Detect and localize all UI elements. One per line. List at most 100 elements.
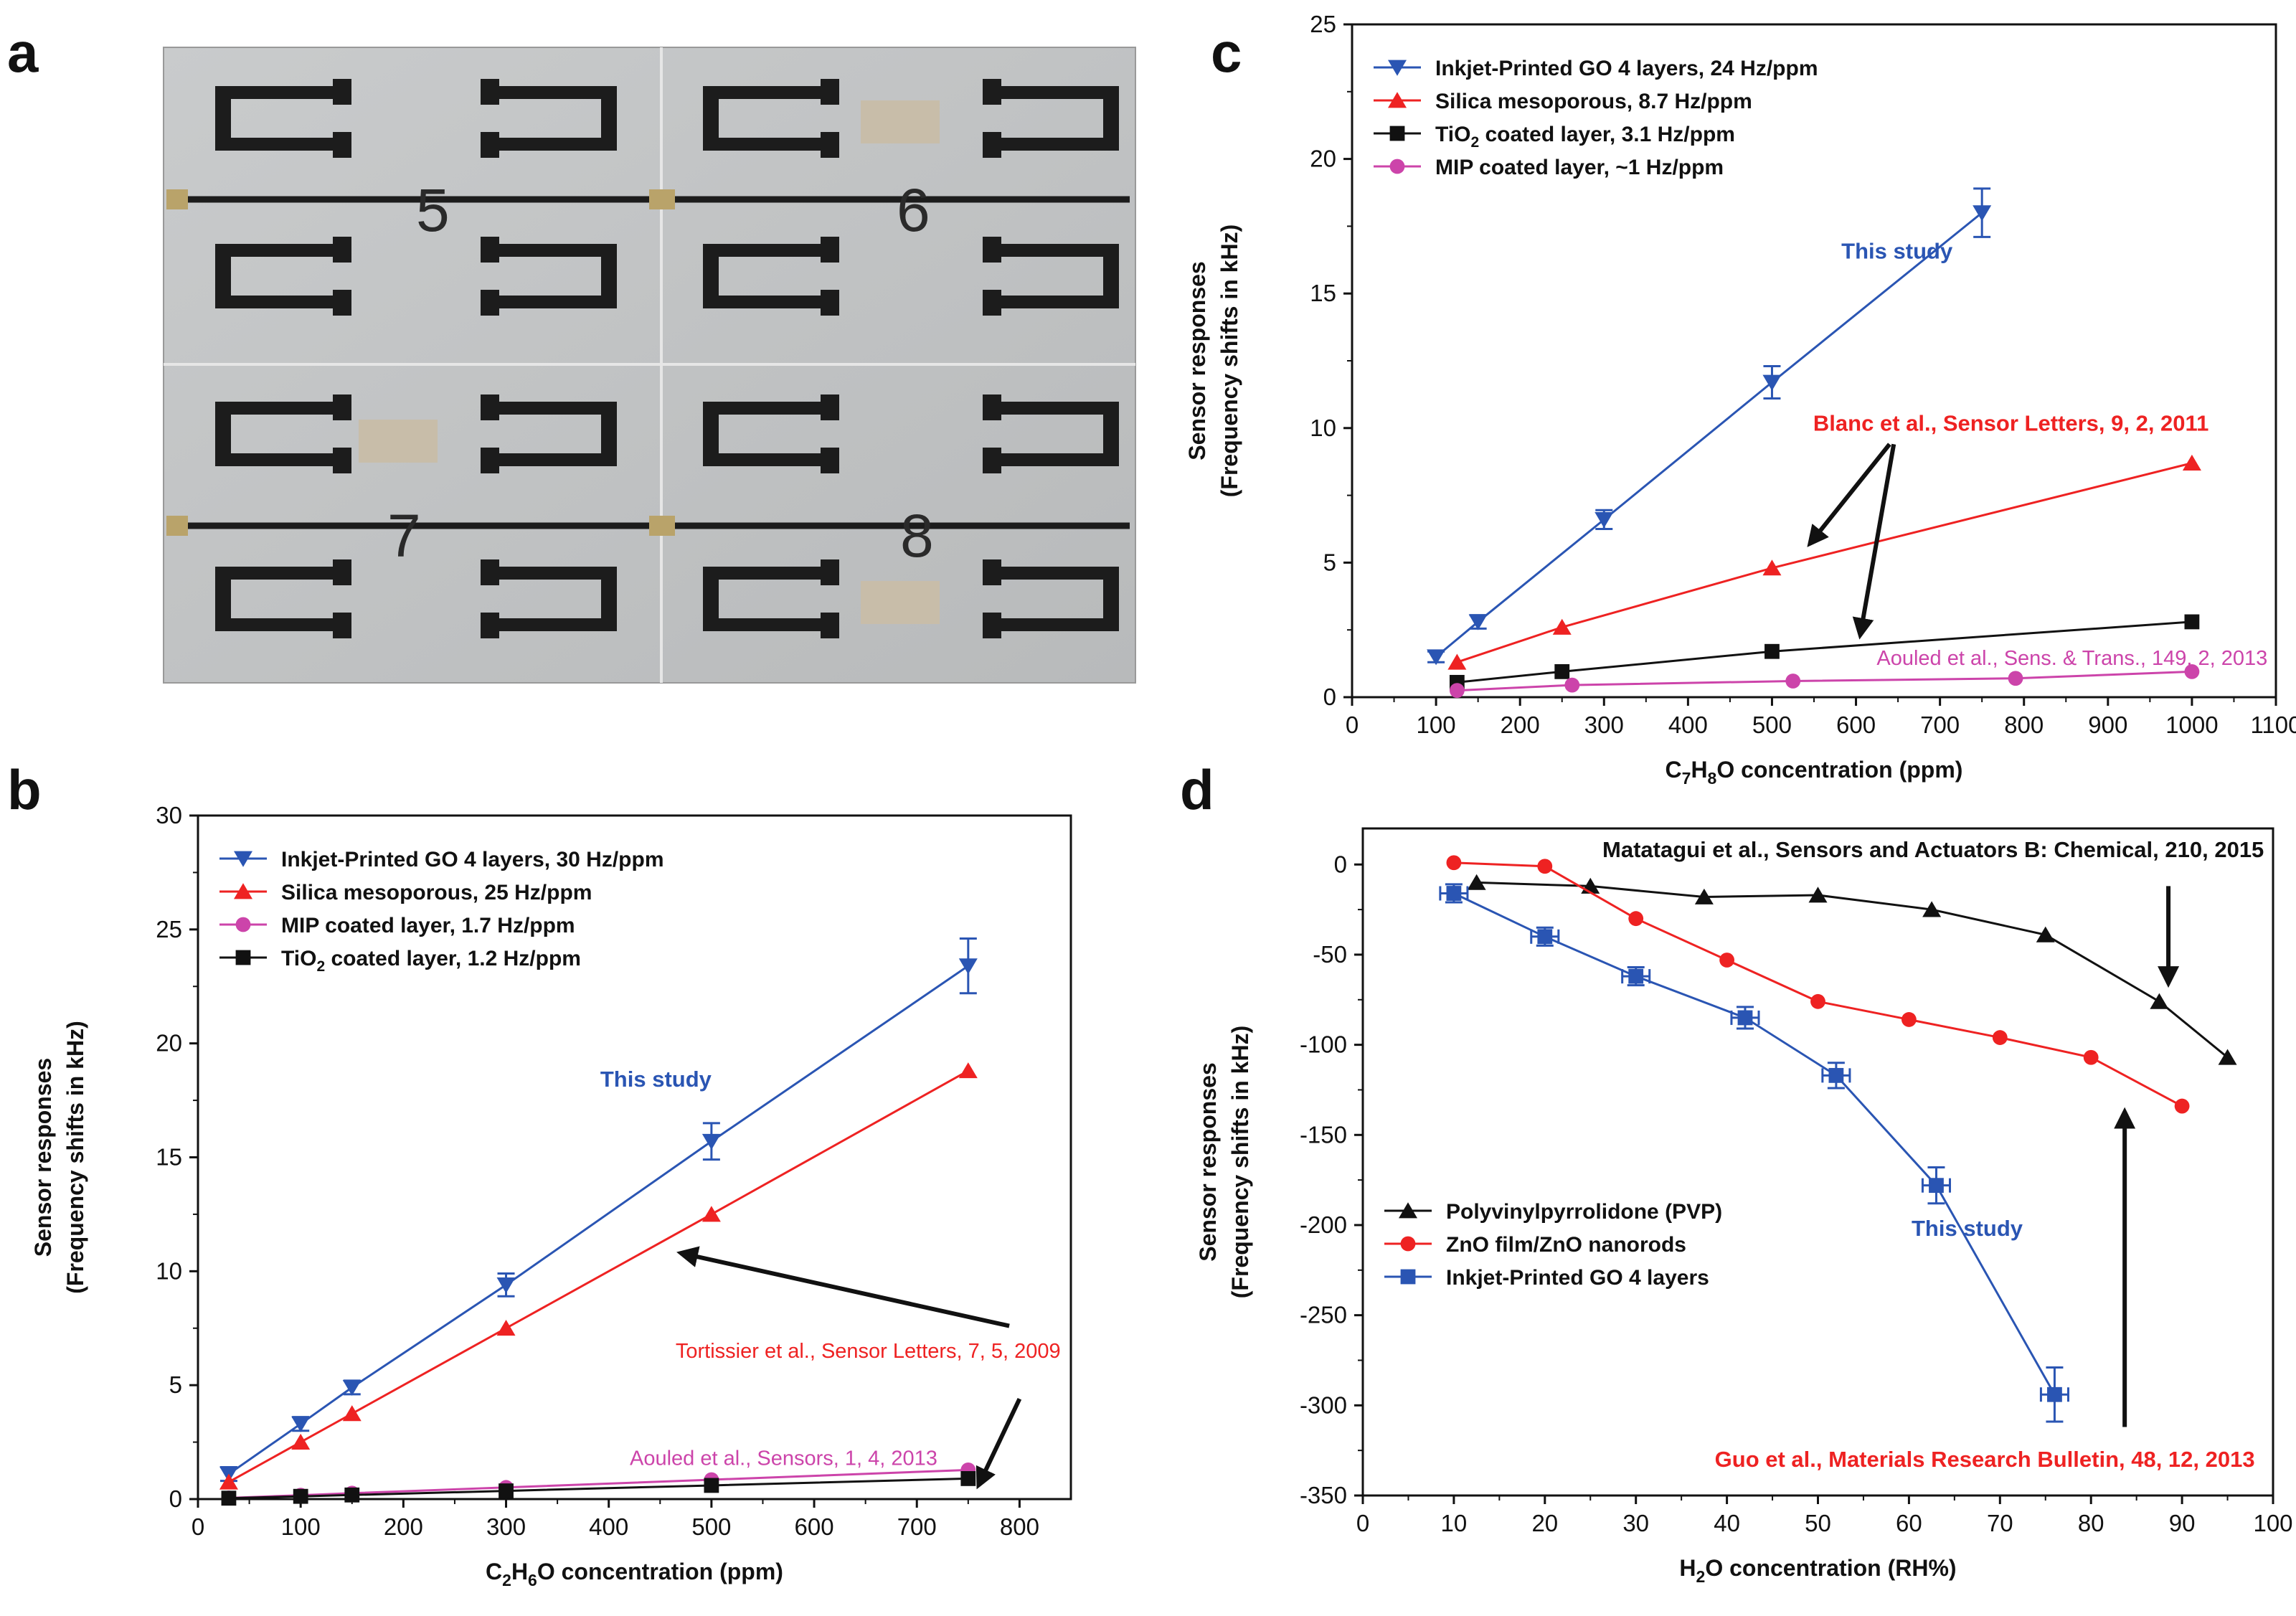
series-3 bbox=[1439, 883, 2069, 1423]
electrode-tab bbox=[333, 79, 351, 105]
y-tick-label: 10 bbox=[1310, 415, 1336, 441]
electrode-tab bbox=[983, 613, 1001, 638]
electrode-tab bbox=[983, 394, 1001, 420]
x-tick-label: 300 bbox=[486, 1513, 526, 1540]
panel-label-d: d bbox=[1180, 758, 1214, 821]
electrode-top bbox=[481, 402, 617, 415]
annotation-text: This study bbox=[1841, 238, 1953, 263]
electrode-tab bbox=[821, 79, 839, 105]
data-point bbox=[234, 883, 252, 899]
chip-digit-8: 8 bbox=[900, 502, 934, 570]
y-tick-label: -100 bbox=[1300, 1031, 1347, 1058]
data-point bbox=[235, 917, 251, 932]
electrode-top bbox=[983, 244, 1119, 257]
data-point bbox=[1468, 614, 1488, 630]
electrode-side bbox=[703, 86, 719, 151]
data-point bbox=[1628, 911, 1644, 927]
annotation-text: Tortissier et al., Sensor Letters, 7, 5,… bbox=[676, 1340, 1061, 1363]
data-point bbox=[1389, 126, 1405, 141]
x-tick-label: 100 bbox=[2253, 1510, 2292, 1536]
x-tick-label: 50 bbox=[1805, 1510, 1831, 1536]
data-point bbox=[1992, 1030, 2008, 1045]
x-axis-label: C7H8O concentration (ppm) bbox=[1666, 757, 1963, 788]
data-point bbox=[1973, 205, 1992, 222]
legend: Inkjet-Printed GO 4 layers, 24 Hz/ppm Sil… bbox=[1374, 57, 1818, 179]
data-point bbox=[234, 851, 252, 867]
annotation-text: Aouled et al., Sensors, 1, 4, 2013 bbox=[630, 1447, 937, 1470]
data-point bbox=[701, 1206, 721, 1222]
electrode-bottom bbox=[703, 138, 839, 151]
electrode-tab bbox=[983, 79, 1001, 105]
electrode-tab bbox=[821, 559, 839, 585]
electrode-tab bbox=[821, 290, 839, 316]
electrode bbox=[215, 559, 351, 638]
y-tick-label: 20 bbox=[156, 1030, 182, 1057]
x-tick-label: 800 bbox=[1000, 1513, 1039, 1540]
electrode-top bbox=[215, 244, 351, 257]
electrode-bottom bbox=[215, 296, 351, 308]
electrode-tab bbox=[983, 448, 1001, 473]
electrode-top bbox=[703, 567, 839, 580]
x-tick-label: 600 bbox=[1836, 712, 1876, 738]
data-point bbox=[1564, 677, 1580, 693]
annotation-arrow bbox=[676, 1246, 1010, 1328]
data-point bbox=[2083, 1049, 2099, 1065]
electrode-tab bbox=[333, 290, 351, 316]
y-tick-label: 5 bbox=[169, 1371, 182, 1398]
data-point bbox=[342, 1379, 362, 1397]
data-point bbox=[704, 1478, 719, 1493]
electrode-side bbox=[1103, 86, 1119, 151]
electrode-tab bbox=[481, 79, 499, 105]
data-point bbox=[221, 1490, 237, 1506]
legend-text: coated layer, 1.2 Hz/ppm bbox=[325, 947, 581, 970]
data-point bbox=[235, 950, 251, 965]
data-point bbox=[1467, 874, 1486, 890]
electrode-side bbox=[1103, 244, 1119, 308]
x-tick-label: 10 bbox=[1441, 1510, 1468, 1536]
data-point bbox=[342, 1405, 362, 1422]
data-point bbox=[2150, 993, 2169, 1009]
legend-text: TiO bbox=[281, 947, 316, 970]
electrode bbox=[481, 79, 617, 158]
y-tick-label: 15 bbox=[156, 1144, 182, 1171]
electrode-side bbox=[601, 86, 617, 151]
data-point bbox=[293, 1488, 308, 1504]
data-point bbox=[1922, 901, 1942, 917]
data-point bbox=[1388, 92, 1407, 108]
x-tick-label: 30 bbox=[1622, 1510, 1649, 1536]
electrode-tab bbox=[481, 132, 499, 158]
electrode-side bbox=[215, 244, 231, 308]
sensing-film bbox=[861, 581, 940, 624]
x-tick-label: 700 bbox=[897, 1513, 937, 1540]
legend-entry: Inkjet-Printed GO 4 layers, 30 Hz/ppm bbox=[281, 848, 664, 871]
y-tick-label: -250 bbox=[1300, 1302, 1347, 1328]
sensing-film bbox=[359, 420, 438, 463]
data-point bbox=[2047, 1386, 2062, 1402]
electrode bbox=[983, 394, 1119, 473]
series-line bbox=[1476, 881, 2229, 1059]
x-tick-label: 900 bbox=[2088, 712, 2127, 738]
legend-text: MIP coated layer, ~1 Hz/ppm bbox=[1435, 156, 1724, 179]
electrode-top bbox=[703, 402, 839, 415]
y-tick-label: -150 bbox=[1300, 1121, 1347, 1148]
contact-pad bbox=[166, 516, 188, 536]
electrode-bottom bbox=[215, 618, 351, 631]
data-point bbox=[958, 1062, 978, 1079]
electrode-side bbox=[601, 244, 617, 308]
electrode-tab bbox=[333, 237, 351, 263]
electrode-bottom bbox=[481, 618, 617, 631]
electrode bbox=[983, 559, 1119, 638]
series-4 bbox=[221, 1471, 976, 1506]
legend-entry: TiO2 coated layer, 1.2 Hz/ppm bbox=[281, 947, 581, 975]
data-point bbox=[1810, 993, 1825, 1009]
electrode bbox=[983, 237, 1119, 316]
electrode-top bbox=[481, 244, 617, 257]
electrode-tab bbox=[481, 290, 499, 316]
x-tick-label: 80 bbox=[2078, 1510, 2104, 1536]
data-point bbox=[2182, 454, 2201, 471]
data-point bbox=[1537, 929, 1553, 945]
data-point bbox=[1427, 649, 1446, 666]
contact-pad bbox=[649, 189, 675, 209]
electrode-tab bbox=[983, 132, 1001, 158]
x-axis-label-part: 2 bbox=[502, 1571, 511, 1589]
